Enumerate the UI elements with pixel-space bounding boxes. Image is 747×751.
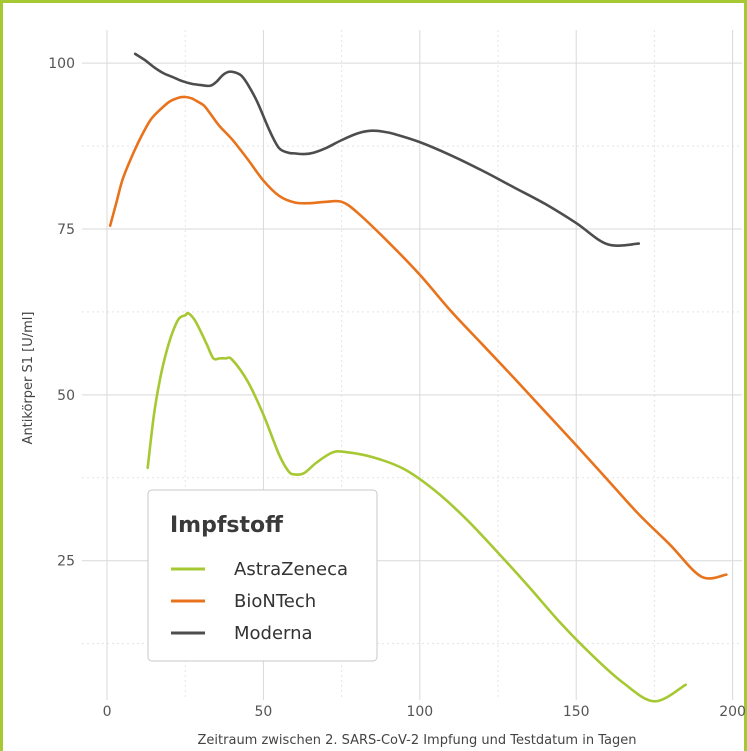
y-tick-label: 100: [48, 56, 75, 72]
x-axis-title: Zeitraum zwischen 2. SARS-CoV-2 Impfung …: [198, 733, 637, 748]
y-tick-label: 25: [57, 554, 75, 570]
series-lines: [108, 52, 728, 703]
x-tick-label: 0: [103, 704, 112, 720]
y-tick-label: 75: [57, 222, 75, 238]
legend-label-moderna: Moderna: [234, 623, 313, 644]
legend-title: Impfstoff: [170, 513, 284, 538]
legend: Impfstoff AstraZeneca BioNTech Moderna: [147, 489, 378, 662]
x-tick-label: 100: [406, 704, 433, 720]
series-line-moderna: [133, 52, 641, 247]
y-tick-label: 50: [57, 388, 75, 404]
x-tick-label: 200: [719, 704, 746, 720]
series-line-astrazeneca: [146, 311, 687, 703]
y-axis-ticks: 25 50 75 100: [48, 56, 75, 570]
legend-label-astrazeneca: AstraZeneca: [234, 559, 348, 580]
x-tick-label: 50: [255, 704, 273, 720]
legend-label-biontech: BioNTech: [234, 591, 316, 612]
legend-box: [147, 489, 378, 662]
y-axis-title: Antikörper S1 [U/ml]: [21, 312, 36, 445]
x-axis-ticks: 0 50 100 150 200: [103, 704, 746, 720]
series-line-biontech: [108, 95, 728, 580]
x-tick-label: 150: [563, 704, 590, 720]
